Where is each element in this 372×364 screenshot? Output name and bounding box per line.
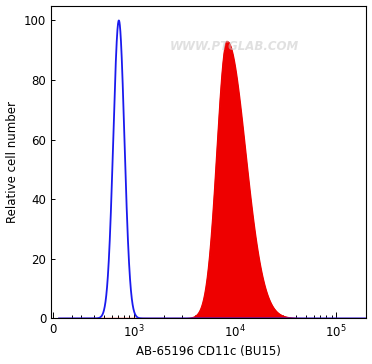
- X-axis label: AB-65196 CD11c (BU15): AB-65196 CD11c (BU15): [137, 345, 281, 359]
- Text: WWW.PTGLAB.COM: WWW.PTGLAB.COM: [169, 40, 299, 53]
- Y-axis label: Relative cell number: Relative cell number: [6, 101, 19, 223]
